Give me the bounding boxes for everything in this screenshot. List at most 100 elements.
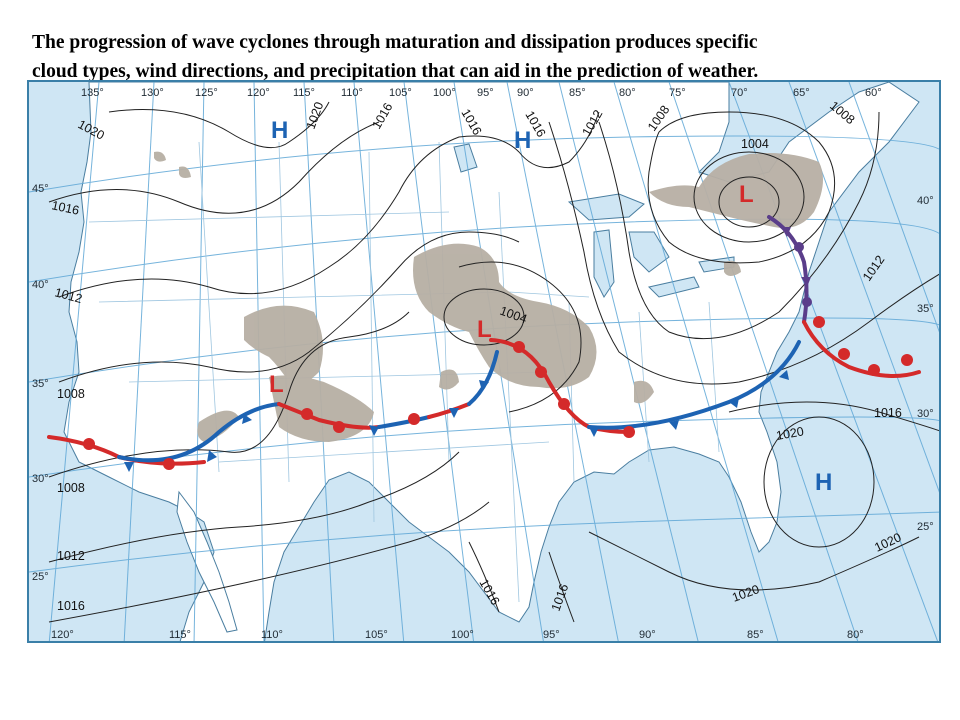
cloud-area-nw [154, 151, 166, 162]
cloud-area-plains [413, 243, 597, 389]
warm-front-dot [301, 408, 313, 420]
isobar-1004-center [443, 288, 525, 346]
cold-front-triangle [479, 380, 489, 391]
longitude-label: 105° [389, 87, 412, 99]
low-pressure-plains: L [477, 316, 492, 343]
longitude-label: 75° [669, 87, 686, 99]
warm-front-dot [901, 354, 913, 366]
longitude-label: 135° [81, 87, 104, 99]
longitude-label: 85° [569, 87, 586, 99]
isobar-1016-gulf2 [468, 541, 500, 613]
longitude-label: 100° [451, 629, 474, 641]
bottom-longitude-labels: 120° 115° 110° 105° 100° 95° 90° 85° 80° [51, 629, 864, 641]
isobar-1012-sw [48, 501, 490, 623]
pressure-centers: H H H L L L [269, 117, 832, 496]
longitude-label: 90° [517, 87, 534, 99]
isobar-1008-ne [647, 111, 836, 264]
baja-peninsula [176, 490, 238, 633]
occluded-front-symbol [794, 242, 804, 252]
front-symbols [83, 227, 913, 472]
longitude-label: 85° [747, 629, 764, 641]
longitude-label: 80° [619, 87, 636, 99]
isobar-1008-center [458, 261, 582, 413]
isobar-1016-east [548, 121, 939, 385]
cold-front-west [117, 402, 281, 463]
isobar-1008-sw [48, 451, 460, 563]
warm-front-dot [623, 426, 635, 438]
isobar-label: 1008 [57, 481, 85, 495]
cold-front-triangle [669, 420, 679, 430]
warm-front-dot [535, 366, 547, 378]
lake-superior [567, 193, 645, 221]
isobar-1016-gulf [548, 551, 575, 623]
longitude-label: 115° [169, 629, 191, 641]
isobar-1012-west [58, 231, 520, 383]
warm-front-southwest [277, 402, 381, 430]
occluded-front-symbol [781, 227, 791, 237]
isobar-label: 1008 [57, 387, 85, 401]
occluded-front-symbol [801, 277, 811, 287]
cloud-area-southwest [244, 305, 323, 386]
warm-front-dot [333, 421, 345, 433]
longitude-label: 70° [731, 87, 748, 99]
isobar-label: 1012 [53, 285, 84, 306]
longitude-label: 115° [293, 87, 315, 99]
left-latitude-labels: 45° 40° 35° 30° 25° [32, 183, 49, 583]
cloud-area-northeast [649, 153, 823, 228]
isobar-1012-ne [598, 111, 880, 340]
cold-front-triangle [369, 425, 379, 436]
longitude-label: 80° [847, 629, 864, 641]
longitude-label: 120° [247, 87, 270, 99]
warm-front-mid [427, 402, 471, 419]
isobar-label: 1004 [741, 137, 769, 151]
latitude-label: 45° [32, 183, 49, 195]
isobar-1016-mid [58, 111, 600, 298]
isobar-1004-ne [693, 151, 805, 243]
weather-map: H H H L L L 1020 1020 1016 1016 1016 101… [27, 80, 941, 643]
cloud-areas [154, 151, 823, 442]
cloud-area-southeast [634, 380, 654, 404]
cold-front-triangle [124, 462, 134, 472]
isobar-label: 1016 [50, 198, 80, 217]
cold-front-triangle [589, 427, 599, 437]
warm-front-dot [513, 341, 525, 353]
latitude-label: 40° [917, 195, 934, 207]
warm-front-dot [408, 413, 420, 425]
cold-front-triangle [242, 414, 252, 424]
longitude-label: 95° [477, 87, 494, 99]
isobar-1000-ne [718, 176, 780, 228]
cloud-area-southwest-3 [197, 410, 239, 442]
isobar-label: 1016 [874, 406, 902, 420]
longitude-label: 110° [261, 629, 283, 641]
warm-front-dot [838, 348, 850, 360]
right-latitude-labels: 40° 35° 30° 25° [917, 195, 934, 533]
isobar-label: 1016 [57, 599, 85, 613]
latitude-label: 30° [32, 473, 49, 485]
cold-front-east [587, 340, 801, 430]
longitude-label: 110° [341, 87, 363, 99]
cloud-area-plains-2 [439, 369, 459, 390]
high-pressure-florida: H [815, 469, 832, 496]
caption-line-1: The progression of wave cyclones through… [32, 32, 758, 53]
isobar-1008-west [48, 311, 410, 478]
high-pressure-north: H [514, 127, 531, 154]
cold-front-triangle [729, 398, 739, 408]
warm-front-dot [868, 364, 880, 376]
cold-front-triangle [207, 450, 217, 462]
cloud-area-nw-2 [179, 166, 191, 178]
warm-front-dot [83, 438, 95, 450]
longitude-label: 95° [543, 629, 560, 641]
isobar-1020-nw [108, 101, 330, 149]
cold-front-triangle [779, 370, 789, 380]
isobars [48, 101, 939, 623]
isobar-1016-se [728, 401, 939, 432]
latitude-label: 35° [32, 378, 49, 390]
latitude-label: 30° [917, 408, 934, 420]
longitude-label: 65° [793, 87, 810, 99]
great-lakes [453, 143, 735, 298]
warm-front-dot [163, 458, 175, 470]
weather-map-svg: H H H L L L 1020 1020 1016 1016 1016 101… [29, 82, 939, 641]
isobar-label: 1012 [57, 549, 85, 563]
warm-front-dot [813, 316, 825, 328]
isobar-label: 1020 [775, 424, 805, 443]
